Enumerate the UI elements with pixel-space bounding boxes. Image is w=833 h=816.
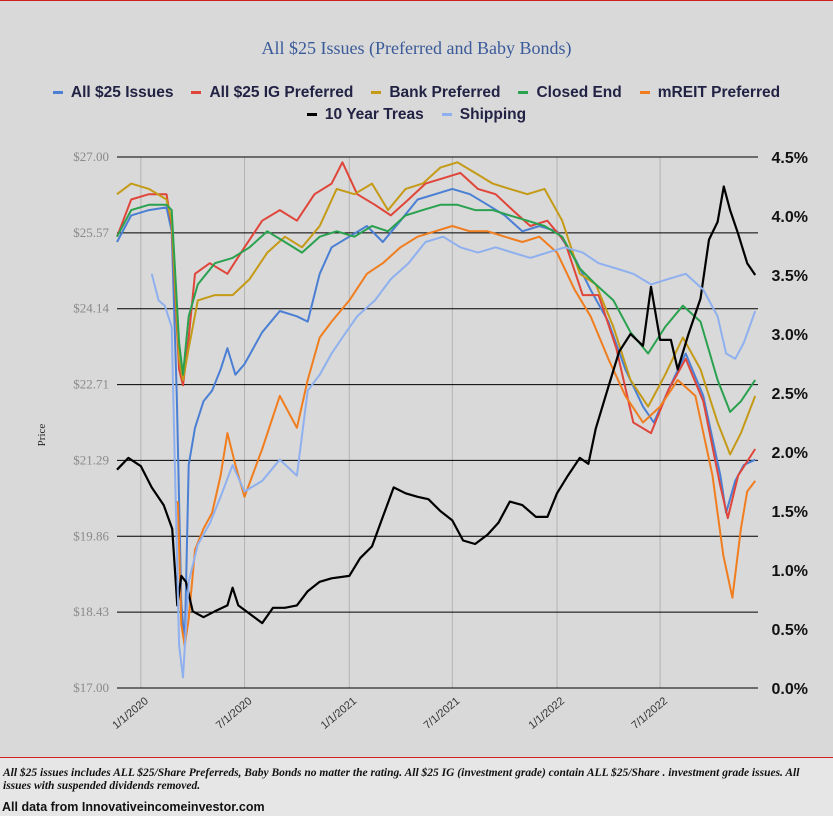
y2-tick-label: 3.0% [772, 327, 808, 344]
series-line-all-25-ig-preferred [116, 161, 757, 520]
series-line-10-year-treas [116, 185, 757, 625]
y-axis-label: Price [36, 424, 48, 447]
series-line-mreit-preferred [175, 225, 756, 647]
y2-tick-label: 0.5% [772, 622, 808, 639]
y2-tick-label: 2.5% [772, 386, 808, 403]
y2-tick-label: 1.5% [772, 504, 808, 521]
legend-item: All $25 Issues [52, 82, 174, 104]
y-tick-label: $19.86 [73, 528, 109, 543]
y2-tick-label: 4.5% [772, 150, 808, 167]
line-chart: $17.00 $18.43 $19.86 $21.29 $22.71 $24.14 $25.… [36, 149, 808, 732]
y-tick-label: $21.29 [73, 452, 109, 467]
x-tick-label: 7/1/2021 [422, 695, 463, 732]
x-tick-label: 7/1/2022 [629, 695, 670, 732]
y2-tick-label: 3.5% [772, 268, 808, 285]
footer-note: All $25 issues includes ALL $25/Share Pr… [3, 767, 800, 792]
x-tick-label: 7/1/2020 [214, 695, 255, 732]
y-tick-label: $25.57 [73, 225, 109, 240]
x-tick-label: 1/1/2020 [110, 695, 151, 732]
x-tick-label: 1/1/2021 [319, 695, 360, 732]
legend-label: All $25 IG Preferred [209, 84, 354, 101]
series-line-closed-end [116, 203, 757, 413]
y-tick-label: $22.71 [73, 377, 109, 392]
legend-swatch [306, 113, 317, 117]
legend-item: 10 Year Treas [306, 104, 424, 126]
chart-legend: All $25 Issues All $25 IG Preferred Bank P… [20, 82, 813, 126]
y-tick-label: $17.00 [73, 680, 109, 695]
chart-title: All $25 Issues (Preferred and Baby Bonds… [261, 38, 572, 58]
series-line-bank-preferred [116, 161, 757, 456]
legend-item: Closed End [518, 82, 622, 104]
y-tick-label: $24.14 [73, 301, 109, 316]
legend-label: All $25 Issues [70, 84, 174, 101]
legend-item: Shipping [441, 104, 527, 126]
legend-item: mREIT Preferred [639, 82, 781, 104]
legend-swatch [639, 91, 650, 95]
y2-tick-label: 1.0% [772, 563, 808, 580]
y-tick-label: $18.43 [73, 604, 109, 619]
legend-item: Bank Preferred [371, 82, 500, 104]
legend-label: 10 Year Treas [324, 106, 424, 123]
y2-tick-label: 2.0% [772, 445, 808, 462]
y2-tick-label: 0.0% [772, 681, 808, 698]
legend-label: Bank Preferred [389, 84, 501, 101]
legend-swatch [52, 91, 63, 95]
series-line-shipping [150, 235, 757, 679]
y2-tick-label: 4.0% [772, 209, 808, 226]
legend-swatch [518, 91, 529, 95]
legend-swatch [441, 113, 452, 117]
y-tick-label: $27.00 [73, 149, 109, 164]
legend-item: All $25 IG Preferred [191, 82, 353, 104]
legend-label: Closed End [536, 84, 622, 101]
x-tick-label: 1/1/2022 [526, 695, 567, 732]
legend-label: mREIT Preferred [657, 84, 781, 101]
legend-swatch [191, 91, 202, 95]
footer-notes: All $25 issues includes ALL $25/Share Pr… [0, 757, 833, 816]
series-line-all-25-issues [116, 187, 756, 647]
legend-label: Shipping [459, 106, 527, 123]
data-source: All data from Innovativeincomeinvestor.c… [2, 800, 265, 814]
legend-swatch [371, 91, 382, 95]
